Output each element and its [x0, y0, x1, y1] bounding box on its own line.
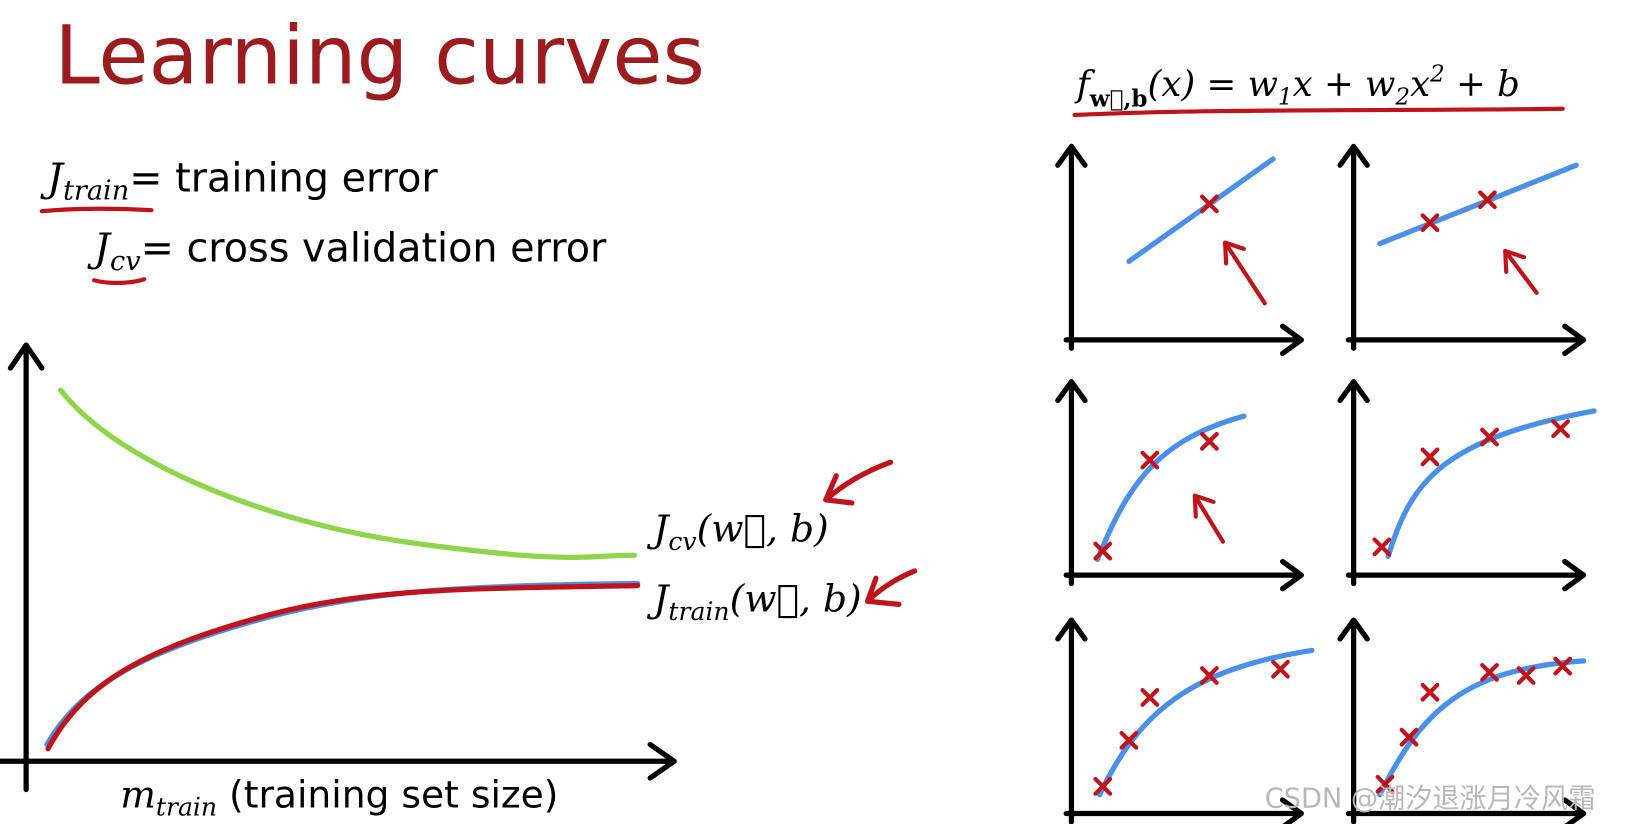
panel-point — [1420, 213, 1440, 233]
panel-point — [1199, 431, 1219, 451]
panel-point — [1420, 447, 1440, 467]
subscript: cv — [110, 246, 141, 277]
panel-point — [1478, 190, 1497, 210]
panel-point — [1199, 194, 1219, 214]
panel-arrow — [1192, 493, 1226, 544]
watermark: CSDN @潮汐退涨月冷风霜 — [1265, 783, 1596, 814]
formula-part: x + w — [1293, 64, 1396, 105]
panel-point — [1093, 541, 1113, 561]
panel-point — [1140, 450, 1160, 470]
formula-sup: 2 — [1429, 62, 1445, 88]
definition-text: = cross validation error — [141, 225, 607, 271]
formula-part: (x) = w — [1147, 64, 1278, 105]
subscript: train — [668, 597, 729, 626]
formula-part: x — [1410, 64, 1430, 105]
panel-y-axis — [1337, 617, 1370, 824]
cv-curve — [58, 387, 638, 560]
curve-label-text: (w⃗, b) — [697, 507, 829, 551]
symbol: m — [120, 772, 156, 816]
panel-point — [1372, 537, 1392, 557]
panel-y-axis — [1055, 617, 1088, 824]
panel-arrow — [1503, 248, 1539, 295]
panel-point — [1516, 666, 1536, 685]
panel-point — [1119, 730, 1139, 750]
formula-sub: 1 — [1278, 85, 1293, 111]
x-label-text: (training set size) — [217, 772, 558, 816]
train-curve — [45, 582, 641, 752]
panel-x-axis — [1345, 558, 1587, 592]
panel-point — [1420, 682, 1440, 702]
panel-x-axis — [1345, 797, 1587, 824]
panel-x-axis — [1063, 323, 1304, 357]
subscript: cv — [668, 527, 696, 556]
panel-point — [1271, 659, 1290, 679]
panel-point — [1140, 688, 1160, 707]
x-axis-label: mtrain (training set size) — [120, 772, 558, 821]
panel-point — [1551, 419, 1571, 439]
panel-point — [1553, 656, 1573, 676]
underline — [91, 277, 147, 285]
panel-x-axis — [1063, 558, 1304, 592]
panel-x-axis — [1063, 797, 1304, 824]
definition-text: = training error — [129, 155, 438, 201]
panel-point — [1480, 662, 1499, 682]
panel-fit — [1377, 162, 1579, 247]
panel-point — [1375, 774, 1395, 794]
curve-label-text: (w⃗, b) — [730, 577, 862, 621]
formula-sub: 2 — [1394, 85, 1410, 111]
panel-y-axis — [1337, 379, 1370, 587]
annotation-arrow — [823, 459, 894, 506]
x-axis — [0, 741, 677, 781]
subscript: train — [63, 176, 129, 207]
formula-part: + b — [1445, 64, 1520, 105]
y-axis — [7, 342, 45, 793]
panel-point — [1399, 727, 1419, 747]
panel-point — [1199, 666, 1219, 685]
title: Learning curves — [54, 9, 705, 104]
example-panels — [1055, 143, 1597, 824]
panel-y-axis — [1055, 143, 1088, 351]
formula-sub: w⃗,b — [1089, 86, 1148, 113]
panel-point — [1093, 776, 1113, 796]
panel-y-axis — [1055, 379, 1088, 587]
panel-fit — [1377, 658, 1587, 798]
panel-arrow — [1222, 240, 1267, 306]
subscript: train — [156, 793, 217, 822]
panel-x-axis — [1345, 323, 1587, 357]
underline — [1072, 106, 1565, 118]
panel-y-axis — [1337, 143, 1370, 351]
definition: Jcv= cross validation error — [87, 225, 607, 276]
underline — [39, 206, 154, 214]
panel-point — [1480, 427, 1499, 447]
curve-label: Jcv(w⃗, b) — [646, 507, 828, 556]
panel-fit — [1097, 647, 1315, 798]
panel-fit — [1385, 408, 1597, 559]
annotation-arrow — [864, 568, 918, 608]
formula: fw⃗,b(x) = w1x + w2x2 + b — [1074, 62, 1520, 113]
panel-fit — [1094, 413, 1247, 563]
